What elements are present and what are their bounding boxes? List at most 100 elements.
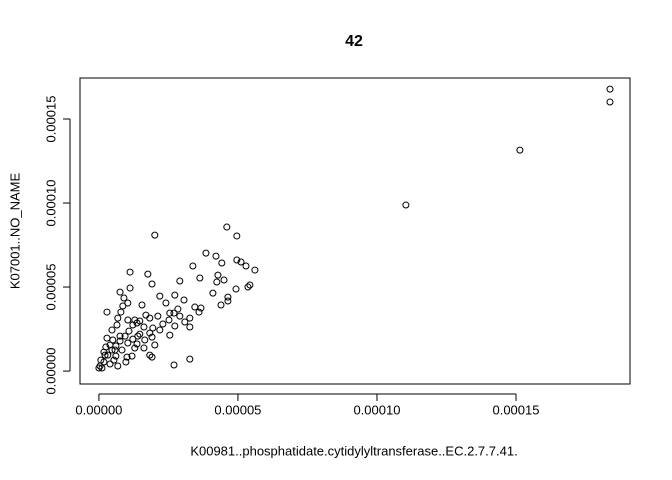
point	[136, 330, 144, 338]
point	[214, 271, 222, 279]
point	[224, 293, 232, 301]
point	[242, 262, 250, 270]
point	[144, 270, 152, 278]
point	[166, 309, 174, 317]
point	[237, 258, 245, 266]
point	[120, 294, 128, 302]
plot-box	[79, 77, 631, 385]
point	[148, 353, 156, 361]
point	[146, 351, 154, 359]
x-tick-label: 0.00000	[75, 402, 122, 417]
point	[122, 358, 130, 366]
point	[101, 351, 109, 359]
point	[119, 302, 127, 310]
point	[114, 314, 122, 322]
chart-title: 42	[345, 33, 363, 50]
point	[176, 312, 184, 320]
point	[174, 305, 182, 313]
point	[212, 252, 220, 260]
point	[103, 308, 111, 316]
point	[100, 358, 108, 366]
point	[171, 322, 179, 330]
point	[129, 335, 137, 343]
point	[165, 316, 173, 324]
point	[176, 277, 184, 285]
point	[103, 334, 111, 342]
point	[251, 266, 259, 274]
point	[138, 301, 146, 309]
point	[124, 299, 132, 307]
point	[516, 146, 524, 154]
point	[131, 344, 139, 352]
point	[106, 341, 114, 349]
point	[104, 351, 112, 359]
point	[116, 332, 124, 340]
point	[196, 274, 204, 282]
point	[186, 323, 194, 331]
point	[170, 361, 178, 369]
point	[170, 309, 178, 317]
point	[113, 321, 121, 329]
point	[220, 276, 228, 284]
point	[126, 284, 134, 292]
point	[125, 327, 133, 335]
point	[156, 292, 164, 300]
point	[146, 329, 154, 337]
point	[606, 98, 614, 106]
point	[134, 332, 142, 340]
point	[180, 296, 188, 304]
point	[142, 311, 150, 319]
x-tick-label: 0.00015	[492, 402, 539, 417]
point	[209, 289, 217, 297]
point	[126, 268, 134, 276]
point	[186, 314, 194, 322]
point	[141, 336, 149, 344]
point	[149, 324, 157, 332]
point	[95, 364, 103, 372]
point	[218, 259, 226, 267]
point	[106, 360, 114, 368]
x-tick-label: 0.00010	[353, 402, 400, 417]
point	[233, 256, 241, 264]
point	[110, 356, 118, 364]
point	[148, 333, 156, 341]
point	[128, 352, 136, 360]
point	[171, 291, 179, 299]
point	[116, 337, 124, 345]
point	[108, 326, 116, 334]
point	[123, 353, 131, 361]
point	[181, 318, 189, 326]
point	[224, 297, 232, 305]
point	[402, 201, 410, 209]
point	[606, 85, 614, 93]
y-tick-label: 0.00000	[43, 348, 58, 395]
point	[151, 341, 159, 349]
point	[244, 283, 252, 291]
point	[195, 308, 203, 316]
point	[223, 223, 231, 231]
y-tick-label: 0.00010	[43, 180, 58, 227]
y-axis-label: K07001..NO_NAME	[7, 173, 22, 290]
point	[140, 344, 148, 352]
point	[111, 346, 119, 354]
point	[133, 340, 141, 348]
point	[213, 278, 221, 286]
y-tick-label: 0.00005	[43, 264, 58, 311]
point	[232, 285, 240, 293]
x-tick-label: 0.00005	[214, 402, 261, 417]
point	[117, 308, 125, 316]
point	[121, 332, 129, 340]
point	[217, 301, 225, 309]
point	[246, 281, 254, 289]
point	[124, 316, 132, 324]
point	[166, 331, 174, 339]
x-axis-label: K00981..phosphatidate.cytidylyltransfera…	[190, 443, 517, 458]
point	[148, 280, 156, 288]
point	[116, 288, 124, 296]
y-tick-label: 0.00015	[43, 96, 58, 143]
point	[233, 232, 241, 240]
point	[114, 362, 122, 370]
point	[154, 312, 162, 320]
point	[191, 303, 199, 311]
